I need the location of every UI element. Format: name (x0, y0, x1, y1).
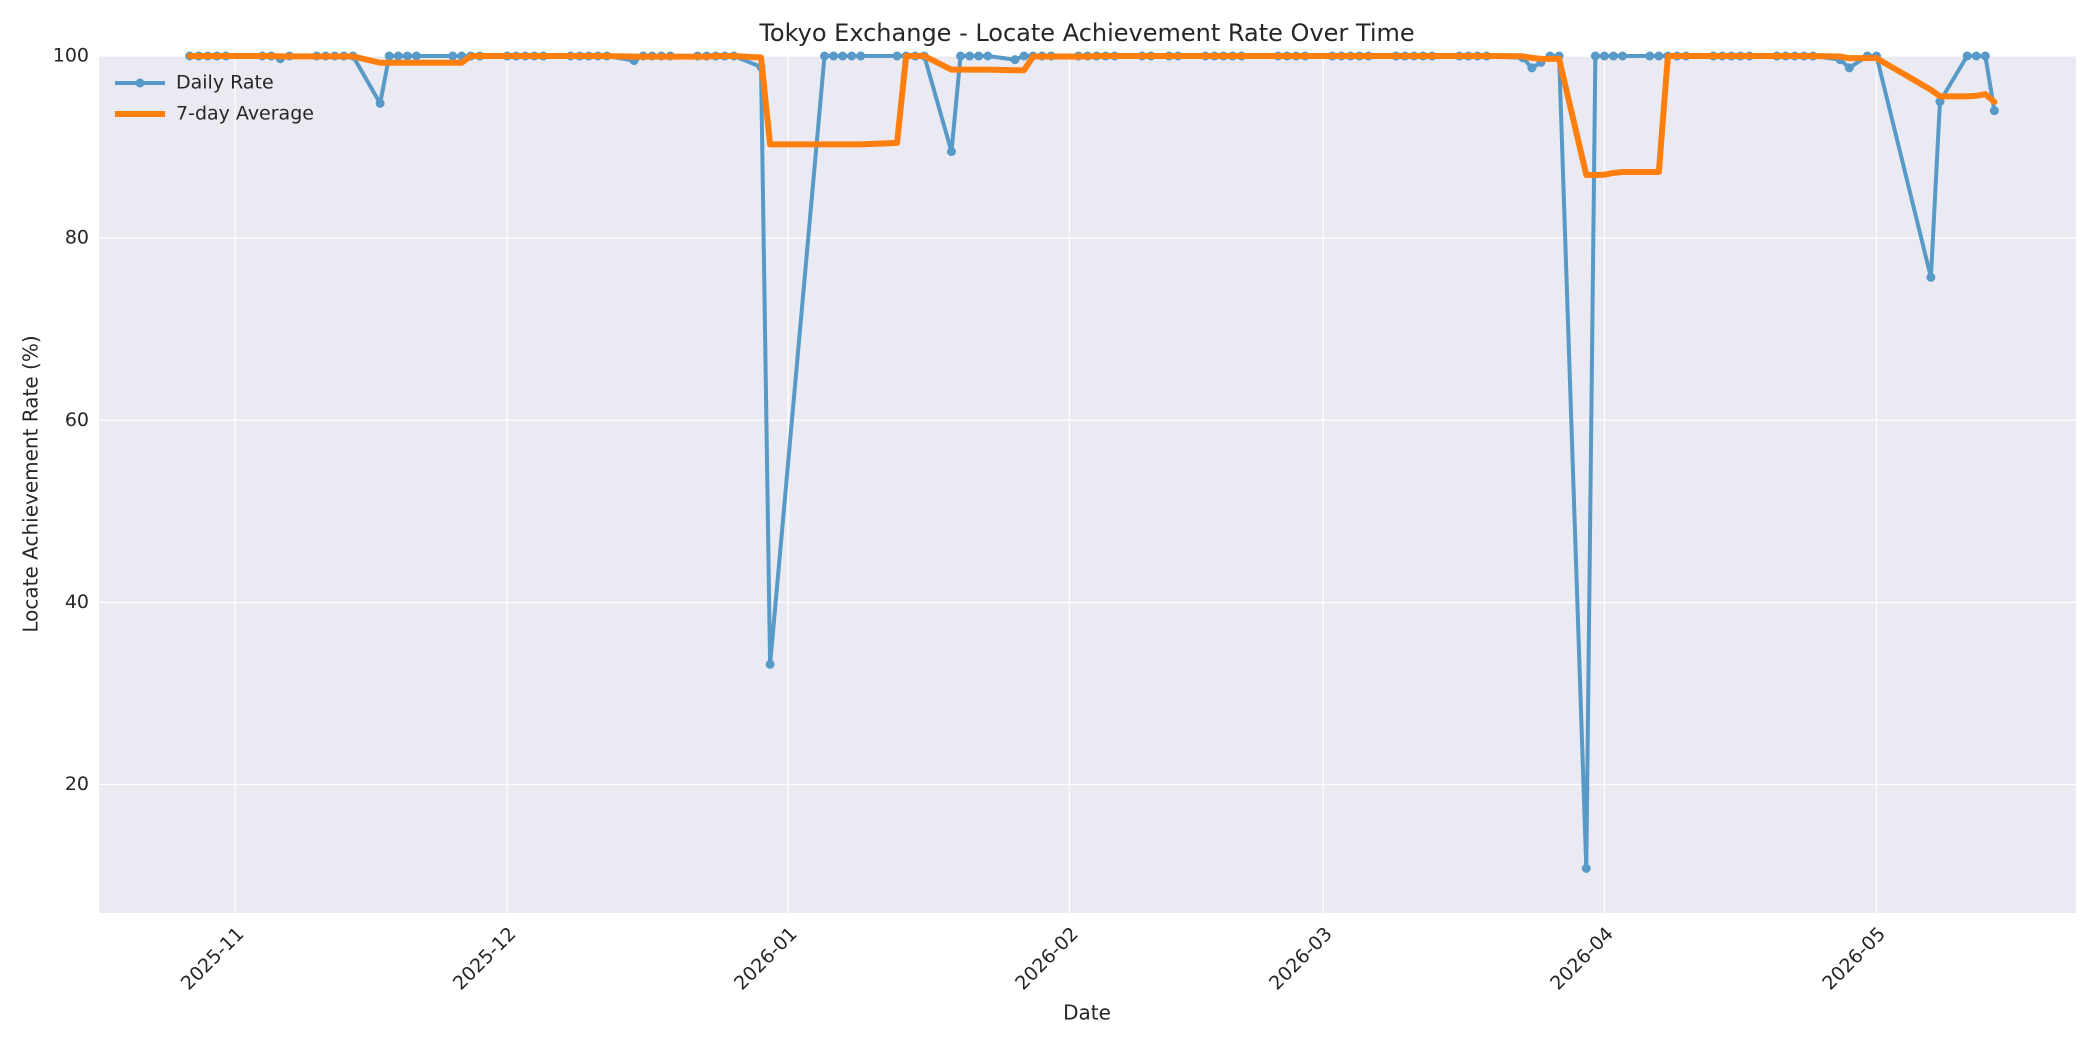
data-point (375, 98, 385, 108)
x-tick-label: 2026-02 (1011, 923, 1083, 995)
data-point (1590, 51, 1600, 61)
data-point (856, 51, 866, 61)
data-point (1608, 51, 1618, 61)
data-point (1645, 51, 1655, 61)
x-tick-label: 2025-12 (449, 923, 521, 995)
data-point (1980, 51, 1990, 61)
data-point (956, 51, 966, 61)
chart-title: Tokyo Exchange - Locate Achievement Rate… (758, 19, 1414, 47)
data-point (393, 51, 403, 61)
data-point (1599, 51, 1609, 61)
legend-label: Daily Rate (176, 72, 274, 94)
y-tick-label: 60 (65, 409, 89, 431)
data-point (965, 51, 975, 61)
x-tick-label: 2026-05 (1818, 923, 1890, 995)
data-point (946, 147, 956, 157)
data-point (974, 51, 984, 61)
data-point (1019, 51, 1029, 61)
x-tick-label: 2026-04 (1546, 923, 1618, 995)
data-point (820, 51, 830, 61)
x-tick-label: 2026-01 (730, 923, 802, 995)
data-point (402, 51, 412, 61)
x-tick-label: 2026-03 (1265, 923, 1337, 995)
data-point (448, 51, 458, 61)
x-tick-label: 2025-11 (177, 923, 249, 995)
data-point (1989, 106, 1999, 116)
lines (185, 51, 1999, 873)
series-line (186, 53, 1998, 178)
data-point (1581, 863, 1591, 873)
data-point (384, 51, 394, 61)
y-tick-label: 40 (65, 591, 89, 613)
y-tick-label: 80 (65, 227, 89, 249)
data-point (1527, 63, 1537, 73)
legend-label: 7-day Average (176, 103, 314, 125)
data-point (1618, 51, 1628, 61)
legend: Daily Rate 7-day Average (115, 72, 314, 125)
data-point (1844, 63, 1854, 73)
x-axis-label: Date (1063, 1001, 1111, 1025)
data-point (1971, 51, 1981, 61)
y-tick-label: 20 (65, 773, 89, 795)
data-point (1654, 51, 1664, 61)
data-point (1926, 272, 1936, 282)
data-point (411, 51, 421, 61)
data-point (765, 659, 775, 669)
legend-marker (135, 78, 145, 88)
y-tick-label: 100 (53, 45, 89, 67)
data-point (1010, 55, 1020, 65)
data-point (838, 51, 848, 61)
plot-area (99, 56, 2076, 913)
data-point (892, 51, 902, 61)
data-point (983, 51, 993, 61)
y-axis-label: Locate Achievement Rate (%) (19, 335, 43, 632)
data-point (829, 51, 839, 61)
data-point (847, 51, 857, 61)
data-point (1962, 51, 1972, 61)
